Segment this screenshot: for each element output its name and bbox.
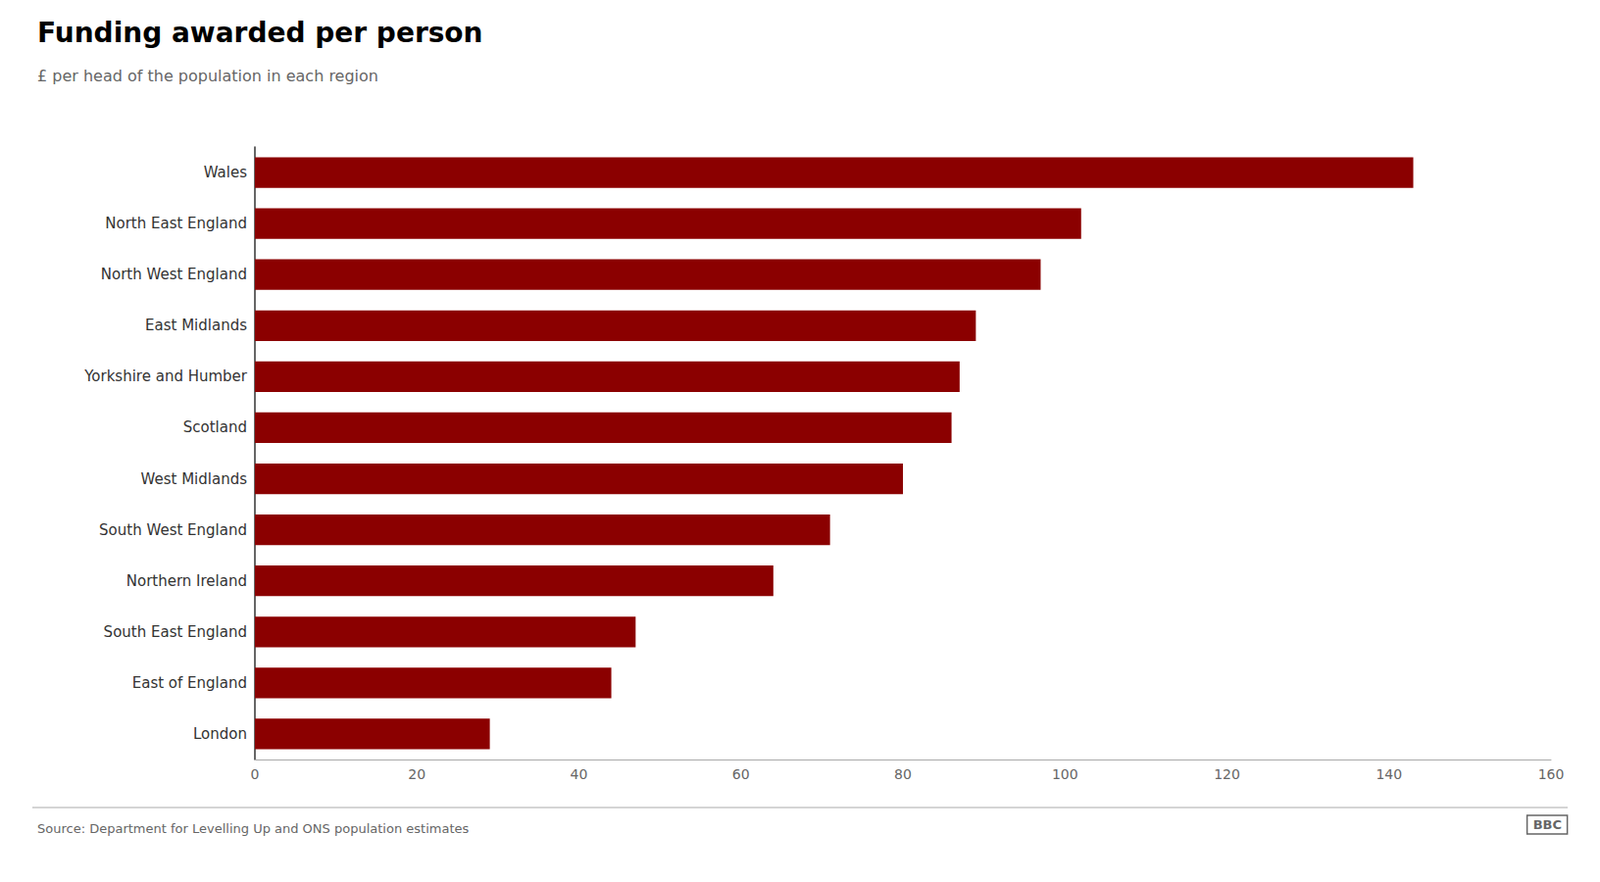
svg-text:Source: Department for Levelli: Source: Department for Levelling Up and … xyxy=(37,821,469,837)
svg-text:Scotland: Scotland xyxy=(183,418,248,437)
svg-text:London: London xyxy=(193,725,248,744)
svg-text:North West England: North West England xyxy=(100,265,248,284)
svg-text:Northern Ireland: Northern Ireland xyxy=(126,572,248,591)
svg-text:East Midlands: East Midlands xyxy=(145,316,248,335)
svg-text:140: 140 xyxy=(1375,766,1402,783)
svg-text:60: 60 xyxy=(732,766,750,783)
svg-text:0: 0 xyxy=(250,766,260,783)
svg-text:South East England: South East England xyxy=(103,623,248,642)
svg-text:East of England: East of England xyxy=(132,674,248,693)
svg-text:160: 160 xyxy=(1538,766,1565,783)
svg-text:Funding awarded per person: Funding awarded per person xyxy=(37,16,484,50)
svg-text:South West England: South West England xyxy=(99,521,248,540)
svg-text:20: 20 xyxy=(407,766,426,783)
svg-text:BBC: BBC xyxy=(1533,817,1562,833)
svg-text:Yorkshire and Humber: Yorkshire and Humber xyxy=(83,367,249,386)
svg-text:West Midlands: West Midlands xyxy=(141,470,249,489)
svg-text:120: 120 xyxy=(1213,766,1241,783)
svg-text:80: 80 xyxy=(894,766,912,783)
svg-text:Wales: Wales xyxy=(203,163,248,182)
svg-text:North East England: North East England xyxy=(104,214,248,233)
svg-text:40: 40 xyxy=(570,766,589,783)
svg-text:100: 100 xyxy=(1051,766,1079,783)
svg-text:£ per head of the population i: £ per head of the population in each reg… xyxy=(37,66,379,86)
